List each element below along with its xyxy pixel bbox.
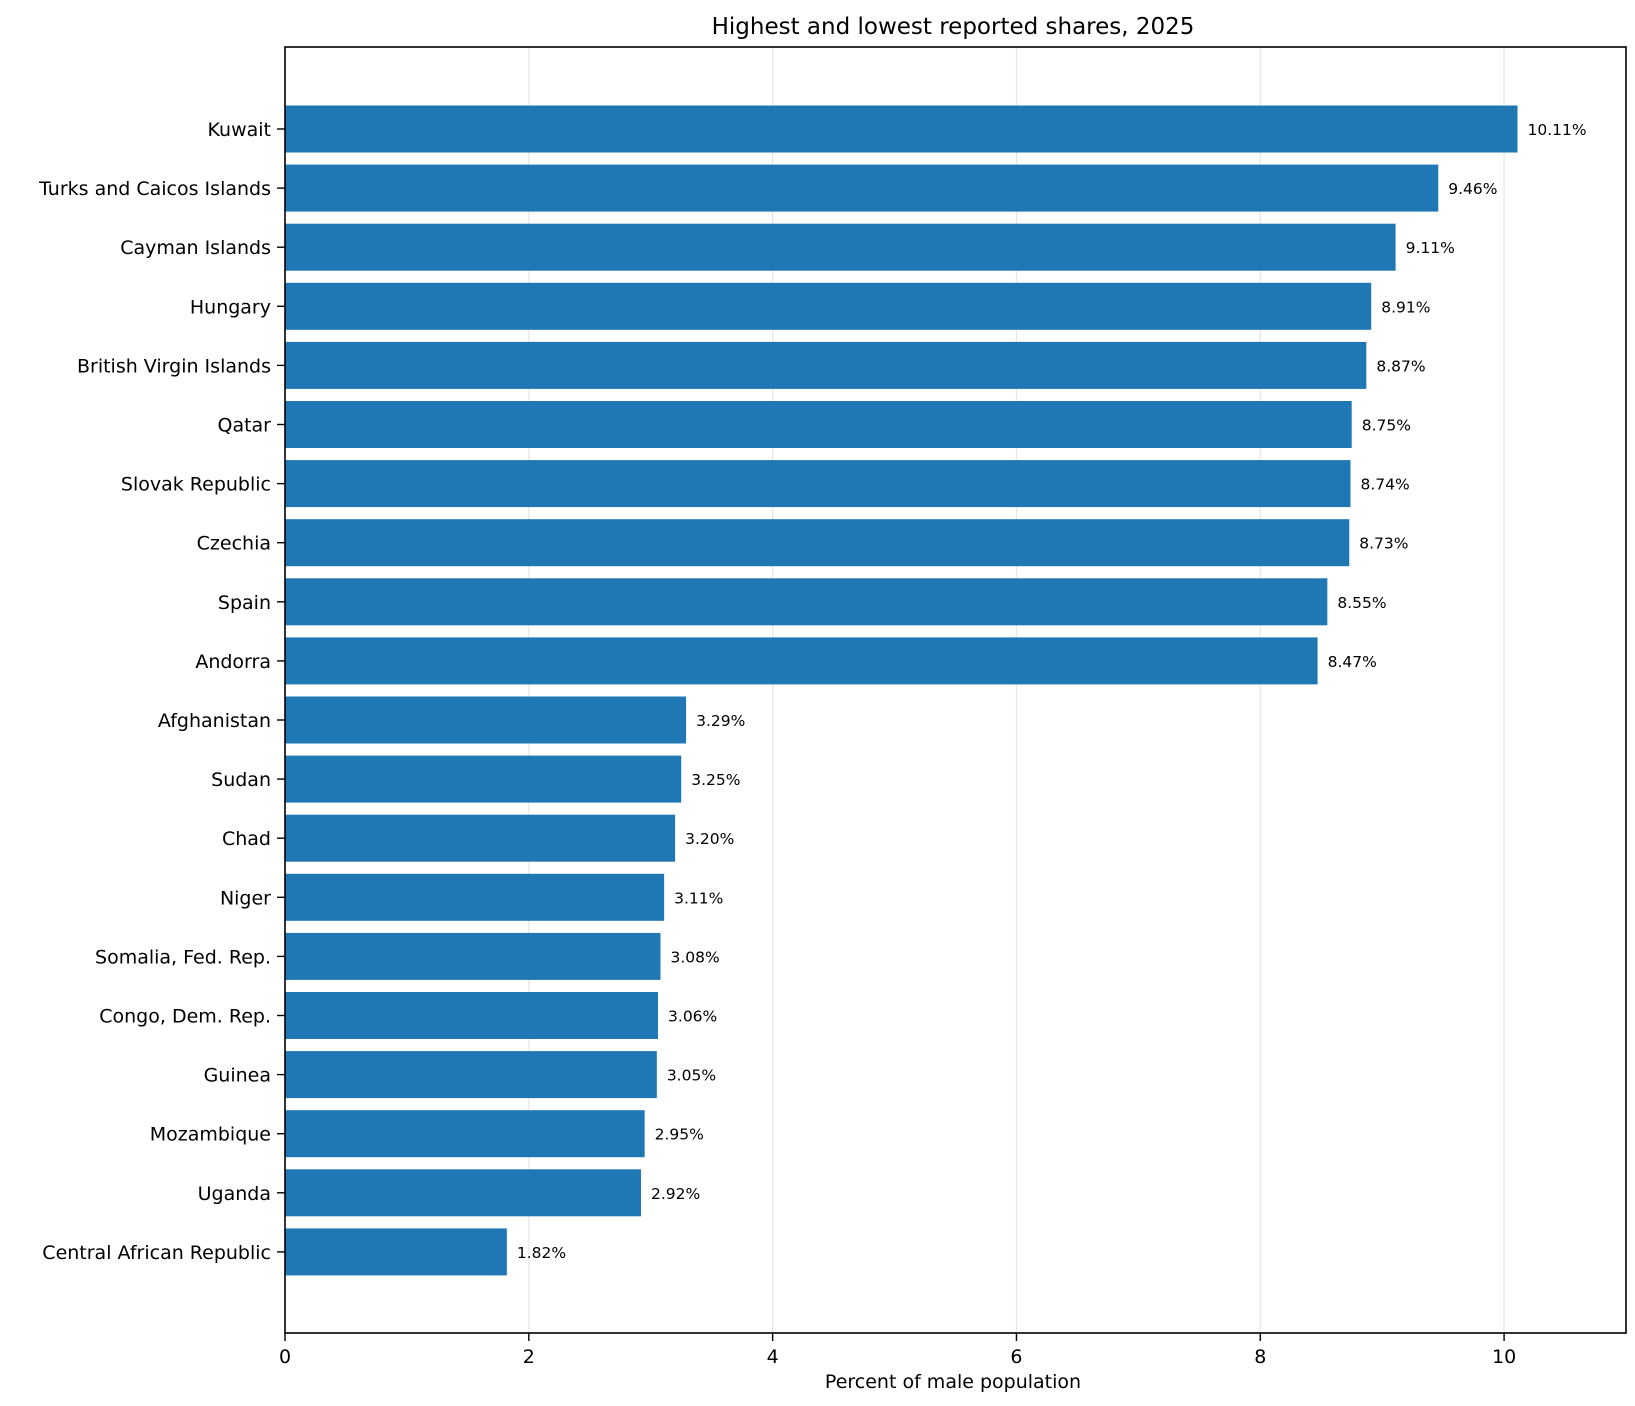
bar — [285, 755, 682, 803]
data-label: 3.06% — [668, 1008, 717, 1026]
bar — [285, 282, 1372, 330]
data-label: 3.05% — [667, 1067, 716, 1085]
y-tick-label: Sudan — [211, 769, 271, 791]
y-tick-label: Central African Republic — [42, 1242, 271, 1264]
y-tick-label: British Virgin Islands — [77, 355, 271, 377]
y-tick-label: Mozambique — [150, 1124, 271, 1146]
x-tick-label: 8 — [1254, 1346, 1266, 1368]
data-label: 9.11% — [1406, 239, 1455, 257]
y-tick-label: Turks and Caicos Islands — [38, 178, 271, 200]
data-label: 3.29% — [696, 712, 745, 730]
x-tick-label: 0 — [279, 1346, 291, 1368]
data-label: 3.11% — [674, 889, 723, 907]
bar — [285, 460, 1351, 508]
bar — [285, 637, 1318, 685]
y-tick-label: Niger — [220, 887, 271, 909]
data-label: 3.08% — [670, 948, 719, 966]
bar — [285, 578, 1328, 626]
data-label: 8.47% — [1328, 653, 1377, 671]
data-label: 10.11% — [1528, 121, 1587, 139]
data-label: 8.91% — [1381, 298, 1430, 316]
data-label: 2.95% — [655, 1126, 704, 1144]
data-label: 3.25% — [691, 771, 740, 789]
data-label: 8.55% — [1337, 594, 1386, 612]
y-tick-label: Spain — [218, 592, 271, 614]
x-tick-label: 6 — [1010, 1346, 1022, 1368]
x-axis-label: Percent of male population — [825, 1371, 1081, 1393]
y-tick-label: Afghanistan — [158, 710, 271, 732]
x-tick-label: 2 — [523, 1346, 535, 1368]
bar — [285, 814, 676, 862]
y-tick-label: Guinea — [204, 1065, 271, 1087]
y-tick-label: Hungary — [190, 296, 271, 318]
y-tick-label: Uganda — [198, 1183, 271, 1205]
data-label: 1.82% — [517, 1244, 566, 1262]
data-label: 8.73% — [1359, 535, 1408, 553]
x-axis-ticks: 0 2 4 6 8 10 — [279, 1333, 1516, 1368]
bar — [285, 992, 659, 1039]
y-tick-label: Qatar — [217, 415, 271, 437]
data-label: 8.74% — [1360, 476, 1409, 494]
plot-frame — [284, 46, 1627, 1334]
data-label: 8.75% — [1362, 417, 1411, 435]
chart-title: Highest and lowest reported shares, 2025 — [712, 14, 1195, 40]
y-tick-label: Slovak Republic — [121, 474, 271, 496]
y-axis-ticks: Kuwait Turks and Caicos Islands Cayman Isl… — [38, 119, 285, 1264]
bar — [285, 519, 1350, 567]
data-label: 9.46% — [1448, 180, 1497, 198]
x-tick-label: 4 — [767, 1346, 779, 1368]
bar — [285, 164, 1439, 212]
bar — [285, 696, 687, 744]
y-tick-label: Cayman Islands — [120, 237, 271, 259]
data-label: 8.87% — [1376, 357, 1425, 375]
y-tick-label: Andorra — [195, 651, 271, 673]
y-tick-label: Czechia — [197, 533, 271, 555]
bar — [285, 1228, 507, 1276]
data-labels: 10.11% 9.46% 9.11% 8.91% 8.87% 8.75% 8.74% 8.73… — [517, 121, 1587, 1262]
data-label: 3.20% — [685, 830, 734, 848]
data-label: 2.92% — [651, 1185, 700, 1203]
bar — [285, 1169, 641, 1217]
y-tick-label: Chad — [222, 828, 271, 850]
bar — [285, 105, 1518, 153]
bar — [285, 223, 1396, 271]
y-tick-label: Congo, Dem. Rep. — [99, 1006, 271, 1028]
bar — [285, 341, 1367, 389]
y-tick-label: Kuwait — [208, 119, 271, 141]
bars — [285, 105, 1518, 1276]
x-tick-label: 10 — [1492, 1346, 1516, 1368]
bar — [285, 401, 1352, 448]
bar — [285, 1110, 645, 1158]
bar — [285, 1051, 657, 1099]
bar — [285, 873, 665, 921]
bar — [285, 932, 661, 980]
y-tick-label: Somalia, Fed. Rep. — [95, 946, 271, 968]
